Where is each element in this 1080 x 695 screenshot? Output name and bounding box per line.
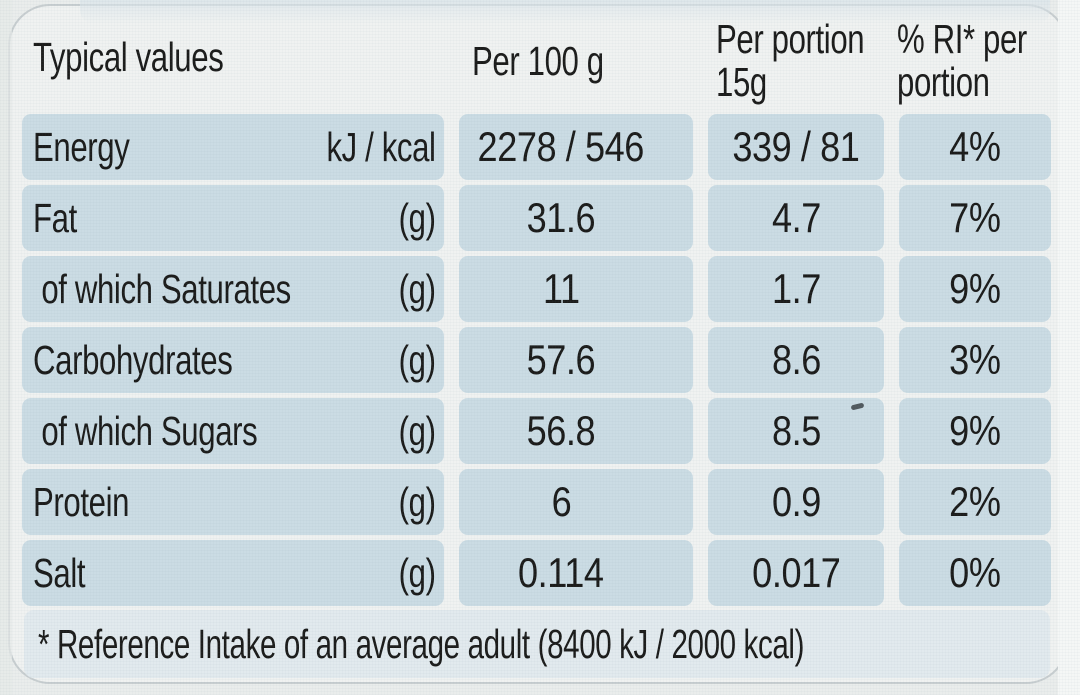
nutrient-unit: (g) [399,336,436,383]
typical-values-label: Typical values [33,34,224,80]
table-row-carbohydrates: Carbohydrates (g) 57.6 8.6 3% [22,327,1051,393]
per-100g-value-cell: 2278 / 546 [459,114,693,180]
column-header-typical-values: Typical values [33,36,284,79]
nutrient-name-cell: Protein (g) [22,469,444,535]
ri-percent-value: 3% [949,336,1001,383]
per-100g-value: 31.6 [526,194,596,241]
nutrient-unit: (g) [399,478,436,525]
ri-percent-value: 9% [949,407,1001,454]
ri-percent-value: 9% [949,265,1001,312]
nutrient-label: Carbohydrates [33,336,233,383]
per-100g-value-cell: 6 [459,469,693,535]
table-row-salt: Salt (g) 0.114 0.017 0% [22,540,1051,606]
table-row-fat: Fat (g) 31.6 4.7 7% [22,185,1051,251]
nutrition-table: Energy kJ / kcal 2278 / 546 339 / 81 4% … [22,114,1051,611]
nutrient-label: of which Saturates [41,265,291,312]
ri-label-line2: portion [897,59,990,105]
nutrient-name-cell: Salt (g) [22,540,444,606]
ri-percent-cell: 9% [899,256,1051,322]
nutrient-unit: (g) [399,407,436,454]
column-header-per-portion: Per portion 15g [716,18,911,104]
table-row-protein: Protein (g) 6 0.9 2% [22,469,1051,535]
nutrient-name-cell: of which Saturates (g) [22,256,444,322]
ri-percent-cell: 4% [899,114,1051,180]
nutrient-name-cell: Carbohydrates (g) [22,327,444,393]
per-portion-label-line1: Per portion [716,16,865,62]
table-row-sugars: of which Sugars (g) 56.8 8.5 9% [22,398,1051,464]
ri-percent-cell: 3% [899,327,1051,393]
nutrient-name-cell: of which Sugars (g) [22,398,444,464]
ri-percent-cell: 0% [899,540,1051,606]
per-portion-value: 8.6 [771,336,821,383]
ri-percent-value: 7% [949,194,1001,241]
nutrient-unit: (g) [399,194,436,241]
ri-percent-value: 0% [949,549,1001,596]
per-portion-value: 0.9 [771,478,821,525]
nutrient-name-cell: Fat (g) [22,185,444,251]
per-100g-value: 2278 / 546 [477,123,645,170]
per-100g-value: 57.6 [526,336,596,383]
ri-percent-value: 4% [949,123,1001,170]
nutrient-label: of which Sugars [41,407,258,454]
ri-percent-value: 2% [949,478,1001,525]
photo-left-edge [0,0,12,695]
per-portion-value-cell: 8.5 [708,398,884,464]
per-100g-value: 6 [551,478,571,525]
ri-percent-cell: 9% [899,398,1051,464]
per-portion-value-cell: 8.6 [708,327,884,393]
column-header-ri-per-portion: % RI* per portion [897,18,1068,104]
per-100g-value: 56.8 [526,407,596,454]
per-portion-value-cell: 0.9 [708,469,884,535]
per-portion-value-cell: 339 / 81 [708,114,884,180]
table-row-saturates: of which Saturates (g) 11 1.7 9% [22,256,1051,322]
column-header-per-100g: Per 100 g [472,40,645,83]
per-portion-value-cell: 4.7 [708,185,884,251]
per-portion-value: 1.7 [771,265,821,312]
nutrient-label: Protein [33,478,130,525]
per-portion-value: 4.7 [771,194,821,241]
ri-percent-cell: 7% [899,185,1051,251]
photo-right-edge [1058,0,1080,695]
per-100g-value-cell: 0.114 [459,540,693,606]
per-100g-value-cell: 11 [459,256,693,322]
nutrient-unit: kJ / kcal [326,123,437,170]
per-portion-label-line2: 15g [716,59,767,105]
reference-intake-footnote-band: * Reference Intake of an average adult (… [24,610,1050,678]
per-portion-value-cell: 1.7 [708,256,884,322]
reference-intake-footnote: * Reference Intake of an average adult (… [38,620,805,667]
nutrient-name-cell: Energy kJ / kcal [22,114,444,180]
per-100g-value: 0.114 [518,549,604,596]
per-100g-value-cell: 31.6 [459,185,693,251]
ri-label-line1: % RI* per [897,16,1027,62]
per-portion-value: 339 / 81 [732,123,860,170]
per-portion-value: 0.017 [751,549,841,596]
nutrient-unit: (g) [399,549,436,596]
nutrient-label: Fat [33,194,77,241]
ri-percent-cell: 2% [899,469,1051,535]
nutrient-unit: (g) [399,265,436,312]
nutrient-label: Energy [33,123,130,170]
per-100g-label: Per 100 g [472,38,604,84]
per-portion-value: 8.5 [771,407,821,454]
per-100g-value-cell: 56.8 [459,398,693,464]
per-100g-value-cell: 57.6 [459,327,693,393]
table-row-energy: Energy kJ / kcal 2278 / 546 339 / 81 4% [22,114,1051,180]
per-100g-value: 11 [542,265,580,312]
photo-top-shading [80,0,1050,24]
per-portion-value-cell: 0.017 [708,540,884,606]
nutrient-label: Salt [33,549,86,596]
